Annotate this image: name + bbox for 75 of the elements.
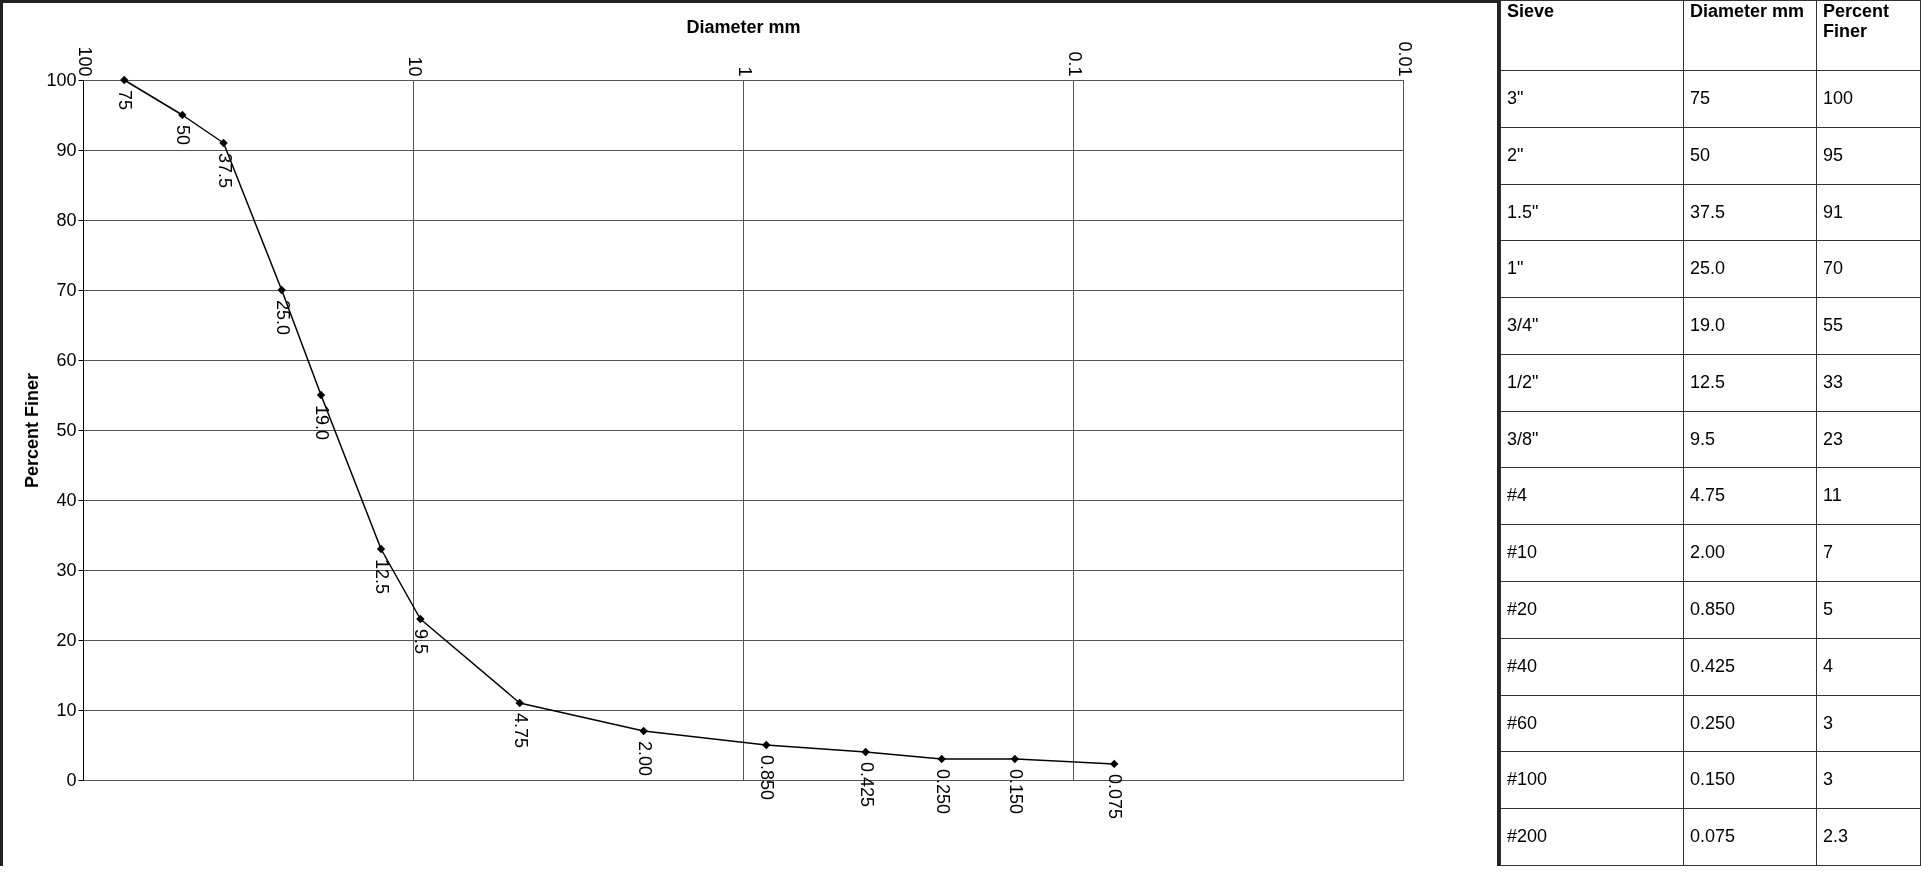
text: 75 [1683,70,1817,128]
annotation: 12.5 [372,559,393,595]
y-tick-label: 100 [46,69,77,90]
text: 37.5 [1683,184,1817,241]
text: Percent Finer [1816,0,1921,71]
y-tick-label: 40 [56,489,77,510]
text: 0.150 [1683,751,1817,809]
text: 95 [1816,127,1921,185]
x-tick-label: 10 [404,56,425,77]
annotation: 4.75 [510,713,531,749]
text: Diameter mm [1683,0,1817,71]
y-tick-label: 80 [56,209,77,230]
y-tick-label: 0 [66,769,77,790]
text: #40 [1500,638,1684,696]
text: 19.0 [1683,297,1817,355]
annotation: 2.00 [634,741,655,777]
x-tick-label: 1 [734,66,755,77]
y-tick-label: 10 [56,699,77,720]
text: 11 [1816,467,1921,525]
x-tick-label: 0.01 [1394,41,1415,77]
y-tick-label: 30 [56,559,77,580]
text: 1/2" [1500,354,1684,412]
text: 4.75 [1683,467,1817,525]
text: 12.5 [1683,354,1817,412]
text: 33 [1816,354,1921,412]
annotation: 50 [173,125,194,146]
text: #100 [1500,751,1684,809]
annotation: 9.5 [411,629,432,655]
annotation: 75 [115,90,136,111]
x-axis-title: Diameter mm [686,17,801,38]
y-tick-label: 60 [56,349,77,370]
annotation: 0.250 [932,769,953,815]
text: 3" [1500,70,1684,128]
text: 5 [1816,581,1921,639]
text: 3/4" [1500,297,1684,355]
text: 3 [1816,751,1921,809]
text: 9.5 [1683,411,1817,468]
y-tick-label: 50 [56,419,77,440]
annotation: 37.5 [214,153,235,189]
annotation: 0.150 [1005,769,1026,815]
text: Sieve [1500,0,1684,71]
text: 2" [1500,127,1684,185]
text: 50 [1683,127,1817,185]
y-tick-label: 20 [56,629,77,650]
text: 0.850 [1683,581,1817,639]
text: 91 [1816,184,1921,241]
text: 4 [1816,638,1921,696]
annotation: 0.075 [1105,773,1126,819]
text: #60 [1500,695,1684,752]
text: 25.0 [1683,240,1817,298]
annotation: 0.850 [757,755,778,801]
text: 55 [1816,297,1921,355]
text: 3/8" [1500,411,1684,468]
text: 7 [1816,524,1921,582]
y-axis-title: Percent Finer [22,372,43,489]
annotation: 0.425 [856,762,877,808]
text: 1.5" [1500,184,1684,241]
y-tick-label: 90 [56,139,77,160]
x-tick-label: 0.1 [1064,51,1085,77]
y-tick-label: 70 [56,279,77,300]
text: 70 [1816,240,1921,298]
annotation: 25.0 [272,300,293,336]
annotation: 19.0 [312,405,333,441]
text: 2.3 [1816,808,1921,866]
text: 2.00 [1683,524,1817,582]
text: 0.425 [1683,638,1817,696]
text: 1" [1500,240,1684,298]
text: #200 [1500,808,1684,866]
text: #10 [1500,524,1684,582]
text: 23 [1816,411,1921,468]
text: 0.250 [1683,695,1817,752]
text: 0.075 [1683,808,1817,866]
text: 3 [1816,695,1921,752]
text: #20 [1500,581,1684,639]
text: #4 [1500,467,1684,525]
